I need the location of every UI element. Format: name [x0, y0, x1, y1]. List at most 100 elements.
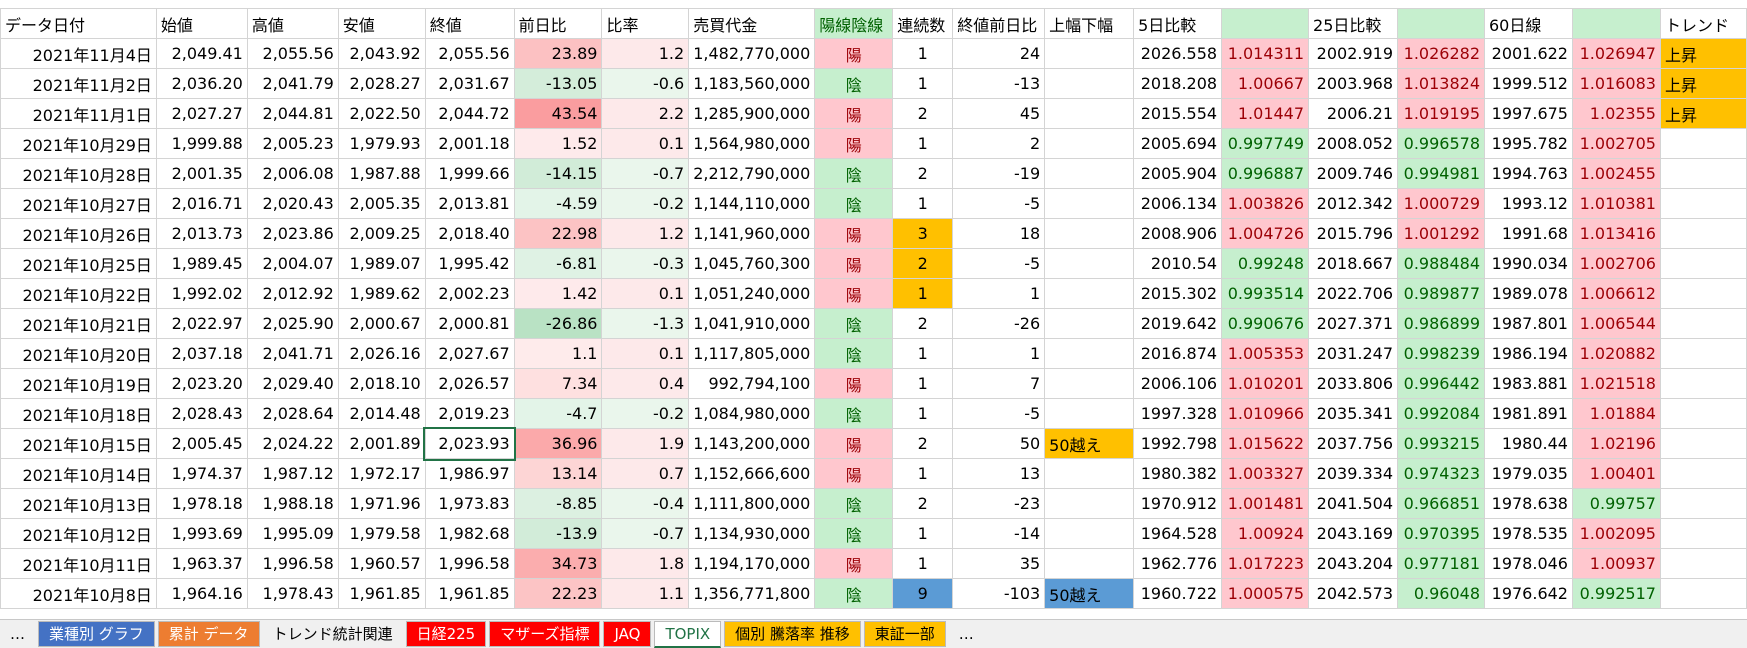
cell: 2,055.56 [246, 38, 339, 69]
cell: -14 [952, 518, 1046, 549]
cell: 1964.528 [1133, 518, 1223, 549]
cell: 2008.052 [1308, 128, 1399, 159]
cell: 1 [892, 38, 954, 69]
cell [1659, 488, 1747, 519]
cell: 1 [892, 518, 954, 549]
cell: -13.05 [513, 68, 603, 99]
cell: 2021年10月11日 [0, 548, 157, 579]
cell: 陽 [814, 38, 894, 69]
cell: 1.010201 [1221, 368, 1310, 399]
sheet-tab[interactable]: … [0, 622, 35, 646]
cell: 2021年10月15日 [0, 428, 157, 459]
cell: -26 [952, 308, 1046, 339]
cell [1044, 218, 1135, 249]
cell: 1.002706 [1571, 248, 1661, 279]
cell: 1.000729 [1397, 188, 1485, 219]
cell: 1.000575 [1221, 578, 1310, 609]
cell: 24 [952, 38, 1046, 69]
cell: 0.1 [601, 278, 690, 309]
cell: 1.002095 [1571, 518, 1661, 549]
cell: 1.021518 [1571, 368, 1661, 399]
cell: 1,999.66 [424, 158, 515, 189]
cell: 1994.763 [1484, 158, 1573, 189]
cell [1659, 158, 1747, 189]
cell: 1979.035 [1484, 458, 1573, 489]
sheet-tab[interactable]: 東証一部 [863, 621, 946, 647]
cell: 1,051,240,000 [688, 278, 816, 309]
cell: 1,285,900,000 [688, 98, 816, 129]
cell: 1,986.97 [424, 458, 515, 489]
cell: 1,964.16 [155, 578, 248, 609]
cell: 1 [892, 68, 954, 99]
cell: 2 [892, 308, 954, 339]
cell: 1,141,960,000 [688, 218, 816, 249]
cell: 2,031.67 [424, 68, 515, 99]
sheet-tab[interactable]: 日経225 [405, 621, 487, 647]
cell [1044, 98, 1135, 129]
cell: 陰 [814, 68, 894, 99]
sheet-tab[interactable]: マザーズ指標 [489, 621, 601, 647]
cell: 2009.746 [1308, 158, 1399, 189]
cell: 2021年10月20日 [0, 338, 157, 369]
cell: 2,043.92 [337, 38, 426, 69]
sheet-tab[interactable]: JAQ [603, 621, 652, 647]
cell: 1 [892, 278, 954, 309]
cell [1044, 278, 1135, 309]
cell: 2035.341 [1308, 398, 1399, 429]
cell: 2,000.67 [337, 308, 426, 339]
cell: 1,982.68 [424, 518, 515, 549]
header-cell: 比率 [601, 8, 690, 39]
cell: 1.00924 [1221, 518, 1310, 549]
cell: 1,961.85 [337, 578, 426, 609]
cell: 9 [892, 578, 954, 609]
cell: 1989.078 [1484, 278, 1573, 309]
header-cell: 連続数 [892, 8, 954, 39]
cell: 2,036.20 [155, 68, 248, 99]
cell: 22.98 [513, 218, 603, 249]
cell: -5 [952, 248, 1046, 279]
sheet-tab[interactable]: 累計 データ [157, 621, 260, 647]
cell: 1.00401 [1571, 458, 1661, 489]
cell: 2010.54 [1133, 248, 1223, 279]
cell: 1.006544 [1571, 308, 1661, 339]
cell: 2012.342 [1308, 188, 1399, 219]
cell [1044, 548, 1135, 579]
cell: 0.7 [601, 458, 690, 489]
cell [1044, 38, 1135, 69]
cell: 2 [892, 248, 954, 279]
header-cell: 売買代金 [688, 8, 816, 39]
cell [1659, 188, 1747, 219]
cell: 2015.302 [1133, 278, 1223, 309]
cell: 2021年11月2日 [0, 68, 157, 99]
cell: 1,996.58 [424, 548, 515, 579]
cell: 1,978.18 [155, 488, 248, 519]
cell: 2,212,790,000 [688, 158, 816, 189]
cell: 2,041.71 [246, 338, 339, 369]
cell: 陰 [814, 308, 894, 339]
cell: 2,049.41 [155, 38, 248, 69]
cell: 2043.169 [1308, 518, 1399, 549]
sheet-tab[interactable]: 業種別 グラフ [38, 621, 155, 647]
cell: -1.3 [601, 308, 690, 339]
cell: 2,026.57 [424, 368, 515, 399]
cell: 2002.919 [1308, 38, 1399, 69]
cell: 1.00937 [1571, 548, 1661, 579]
cell: 0.996442 [1397, 368, 1485, 399]
cell: 1,961.85 [424, 578, 515, 609]
cell: 2,020.43 [246, 188, 339, 219]
cell: 2,028.43 [155, 398, 248, 429]
sheet-tab[interactable]: 個別 騰落率 推移 [724, 621, 861, 647]
cell: 陰 [814, 398, 894, 429]
header-cell [1221, 8, 1310, 39]
cell: 2 [892, 98, 954, 129]
cell [1659, 428, 1747, 459]
sheet-tab[interactable]: … [948, 622, 984, 646]
cell: 2,023.93 [423, 426, 517, 461]
cell: 1,084,980,000 [688, 398, 816, 429]
sheet-tab[interactable]: トレンド統計関連 [262, 622, 403, 646]
cell: 1.00667 [1221, 68, 1310, 99]
cell: 陽 [814, 98, 894, 129]
sheet-tab[interactable]: TOPIX [654, 620, 722, 648]
cell: 0.966851 [1397, 488, 1485, 519]
cell [1659, 278, 1747, 309]
